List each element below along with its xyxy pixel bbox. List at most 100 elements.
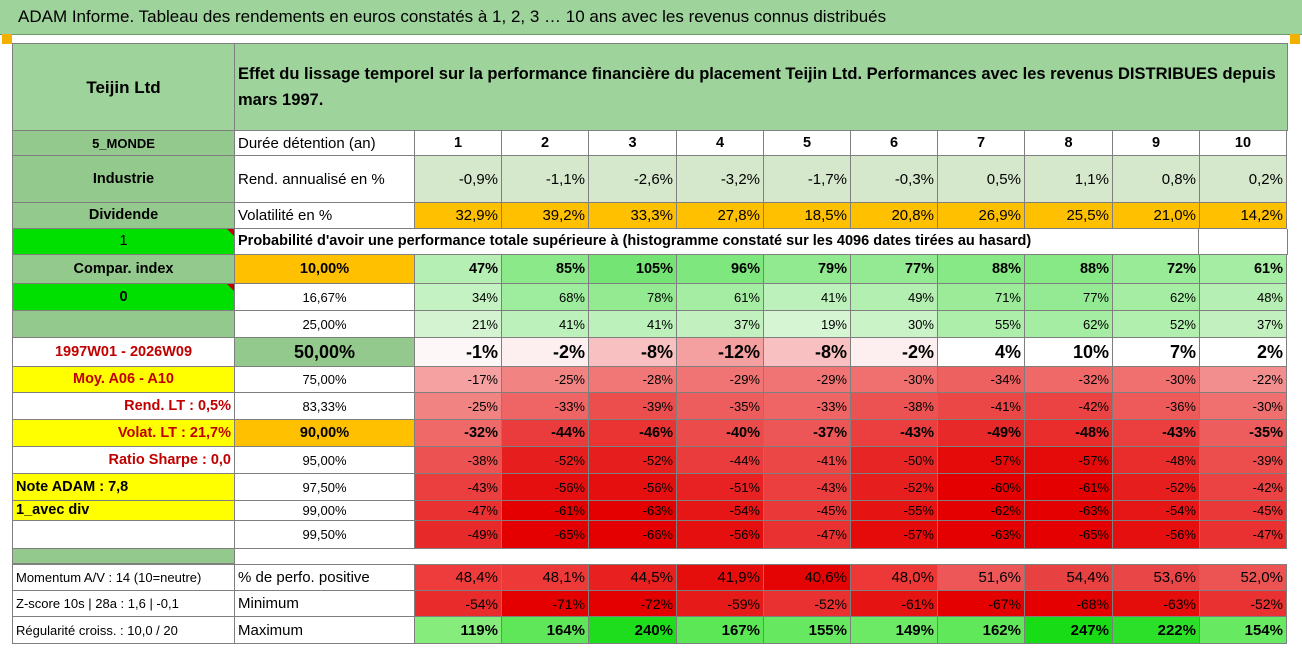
- probability-cell: -52%: [1113, 474, 1200, 501]
- annualized-return: -1,1%: [502, 156, 589, 203]
- probability-cell: 78%: [589, 284, 677, 311]
- left-label-compar: Compar. index: [12, 255, 235, 284]
- probability-cell: -25%: [502, 367, 589, 393]
- probability-cell: -32%: [415, 420, 502, 447]
- probability-cell: -37%: [764, 420, 851, 447]
- description: Effet du lissage temporel sur la perform…: [235, 43, 1288, 131]
- report-title: ADAM Informe. Tableau des rendements en …: [18, 7, 887, 26]
- probability-cell: 41%: [764, 284, 851, 311]
- left-label-moy: Moy. A06 - A10: [12, 367, 235, 393]
- probability-cell: -25%: [415, 393, 502, 420]
- probability-cell: -50%: [851, 447, 938, 474]
- probability-cell: 105%: [589, 255, 677, 284]
- probability-cell: -30%: [1200, 393, 1287, 420]
- probability-cell: 49%: [851, 284, 938, 311]
- left-label-sector: Industrie: [12, 156, 235, 203]
- probability-cell: 21%: [415, 311, 502, 338]
- maximum-cell: 222%: [1113, 617, 1200, 644]
- probability-cell: -28%: [589, 367, 677, 393]
- separator-blank: [235, 549, 1288, 564]
- row-label-minimum: Minimum: [235, 591, 415, 617]
- probability-cell: -30%: [1113, 367, 1200, 393]
- annualized-return: -2,6%: [589, 156, 677, 203]
- probability-cell: 4%: [938, 338, 1025, 367]
- probability-cell: 62%: [1025, 311, 1113, 338]
- positive-performance: 51,6%: [938, 564, 1025, 591]
- probability-cell: -48%: [1113, 447, 1200, 474]
- corner-marker: [1290, 34, 1300, 44]
- positive-performance: 44,5%: [589, 564, 677, 591]
- maximum-cell: 149%: [851, 617, 938, 644]
- probability-cell: -43%: [851, 420, 938, 447]
- volatility: 18,5%: [764, 203, 851, 229]
- probability-cell: 2%: [1200, 338, 1287, 367]
- left-label-zone: 5_MONDE: [12, 131, 235, 156]
- comment-marker: [227, 229, 234, 236]
- probability-cell: 85%: [502, 255, 589, 284]
- threshold-value: 25,00%: [235, 311, 415, 338]
- probability-cell: -35%: [1200, 420, 1287, 447]
- left-label-sharpe: Ratio Sharpe : 0,0: [12, 447, 235, 474]
- probability-cell: -22%: [1200, 367, 1287, 393]
- probability-cell: 37%: [1200, 311, 1287, 338]
- probability-cell: -55%: [851, 501, 938, 521]
- probability-cell: -44%: [502, 420, 589, 447]
- year-header: 1: [415, 131, 502, 156]
- year-header: 7: [938, 131, 1025, 156]
- row-label-perfo_pos: % de perfo. positive: [235, 564, 415, 591]
- probability-cell: -29%: [764, 367, 851, 393]
- probability-cell: -41%: [764, 447, 851, 474]
- probability-cell: 30%: [851, 311, 938, 338]
- left-label-blank: [12, 311, 235, 338]
- probability-cell: -63%: [938, 521, 1025, 549]
- minimum-cell: -68%: [1025, 591, 1113, 617]
- probability-cell: 41%: [502, 311, 589, 338]
- threshold-value: 83,33%: [235, 393, 415, 420]
- probability-cell: 34%: [415, 284, 502, 311]
- probability-cell: 55%: [938, 311, 1025, 338]
- probability-cell: -8%: [764, 338, 851, 367]
- left-label-flag1: 1: [12, 229, 235, 255]
- probability-cell: 88%: [1025, 255, 1113, 284]
- row-label-duree: Durée détention (an): [235, 131, 415, 156]
- positive-performance: 48,1%: [502, 564, 589, 591]
- minimum-cell: -61%: [851, 591, 938, 617]
- annualized-return: 0,8%: [1113, 156, 1200, 203]
- probability-cell: 62%: [1113, 284, 1200, 311]
- maximum-cell: 154%: [1200, 617, 1287, 644]
- left-label-blank: [12, 521, 235, 549]
- probability-cell: -57%: [851, 521, 938, 549]
- threshold-value: 95,00%: [235, 447, 415, 474]
- volatility: 25,5%: [1025, 203, 1113, 229]
- probability-cell: -34%: [938, 367, 1025, 393]
- probability-cell: -2%: [502, 338, 589, 367]
- probability-cell: -57%: [938, 447, 1025, 474]
- probability-cell: -42%: [1025, 393, 1113, 420]
- cell: [1199, 229, 1288, 255]
- volatility: 26,9%: [938, 203, 1025, 229]
- probability-cell: -43%: [764, 474, 851, 501]
- probability-cell: -57%: [1025, 447, 1113, 474]
- probability-cell: 48%: [1200, 284, 1287, 311]
- volatility: 27,8%: [677, 203, 764, 229]
- year-header: 6: [851, 131, 938, 156]
- minimum-cell: -67%: [938, 591, 1025, 617]
- threshold-value: 50,00%: [235, 338, 415, 367]
- probability-cell: 79%: [764, 255, 851, 284]
- annualized-return: 1,1%: [1025, 156, 1113, 203]
- positive-performance: 53,6%: [1113, 564, 1200, 591]
- probability-cell: -47%: [1200, 521, 1287, 549]
- positive-performance: 52,0%: [1200, 564, 1287, 591]
- probability-cell: -51%: [677, 474, 764, 501]
- probability-cell: -17%: [415, 367, 502, 393]
- probability-cell: 88%: [938, 255, 1025, 284]
- volatility: 20,8%: [851, 203, 938, 229]
- probability-cell: 7%: [1113, 338, 1200, 367]
- positive-performance: 48,4%: [415, 564, 502, 591]
- minimum-cell: -52%: [1200, 591, 1287, 617]
- probability-cell: -52%: [851, 474, 938, 501]
- separator-bar: [12, 549, 235, 564]
- probability-cell: 72%: [1113, 255, 1200, 284]
- probability-cell: 52%: [1113, 311, 1200, 338]
- minimum-cell: -71%: [502, 591, 589, 617]
